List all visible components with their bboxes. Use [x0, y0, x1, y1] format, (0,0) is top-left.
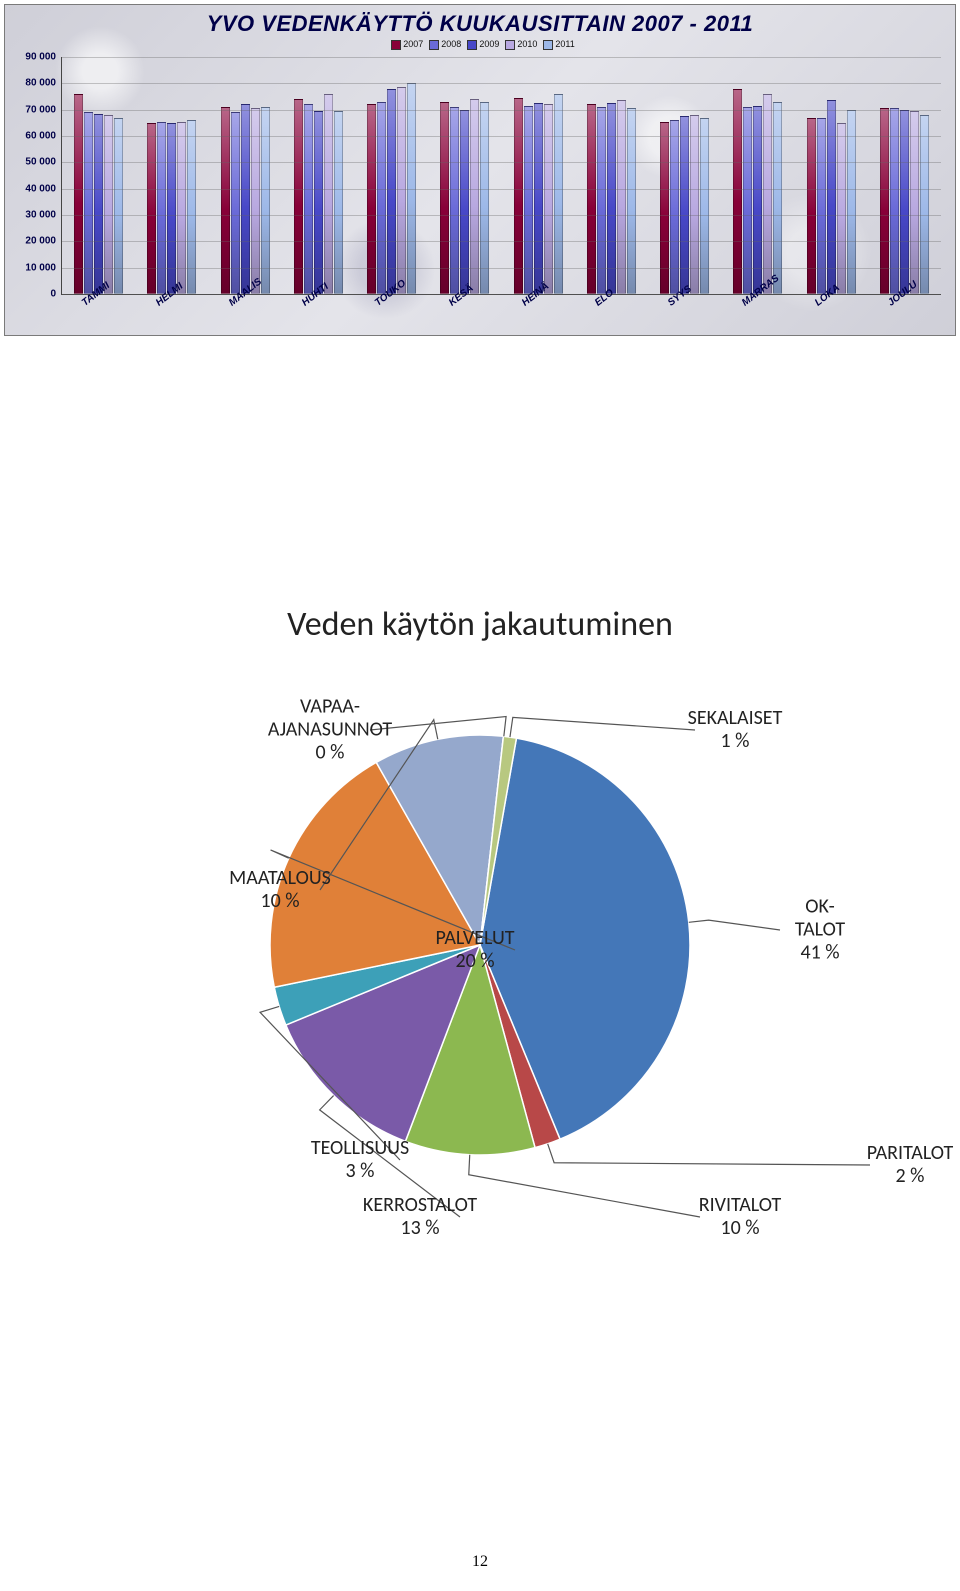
bar-chart-legend: 2007 2008 2009 2010 2011	[5, 39, 955, 50]
bar-chart-title: YVO VEDENKÄYTTÖ KUUKAUSITTAIN 2007 - 201…	[5, 11, 955, 37]
pie-stage: OK-TALOT41 %PARITALOT2 %RIVITALOT10 %KER…	[220, 665, 740, 1185]
bar	[514, 98, 523, 294]
bar	[241, 104, 250, 294]
bar	[827, 100, 836, 294]
pie-label: SEKALAISET1 %	[688, 707, 783, 753]
bar-group	[282, 57, 355, 294]
bar-group	[209, 57, 282, 294]
bar	[753, 106, 762, 294]
bar-plot-area: 010 00020 00030 00040 00050 00060 00070 …	[61, 57, 941, 295]
bar	[377, 102, 386, 294]
gridline	[62, 268, 941, 269]
bar	[910, 111, 919, 294]
bar	[847, 110, 856, 294]
y-axis-label: 50 000	[25, 157, 56, 168]
gridline	[62, 57, 941, 58]
bar-group	[795, 57, 868, 294]
gridline	[62, 162, 941, 163]
bar	[534, 103, 543, 294]
pie-label: RIVITALOT10 %	[699, 1194, 781, 1240]
y-axis-label: 60 000	[25, 130, 56, 141]
gridline	[62, 83, 941, 84]
legend-year: 2009	[479, 39, 499, 49]
y-axis-label: 80 000	[25, 78, 56, 89]
bar	[773, 102, 782, 294]
bar	[294, 99, 303, 294]
pie-label: MAATALOUS10 %	[229, 867, 331, 913]
bar	[460, 110, 469, 294]
bar	[334, 111, 343, 294]
leader-line	[548, 1144, 870, 1165]
bar-group	[355, 57, 428, 294]
bar-group	[721, 57, 794, 294]
legend-swatch	[467, 40, 477, 50]
leader-line	[689, 920, 780, 930]
y-axis-label: 30 000	[25, 209, 56, 220]
gridline	[62, 215, 941, 216]
legend-swatch	[429, 40, 439, 50]
legend-swatch	[505, 40, 515, 50]
y-axis-label: 0	[50, 289, 56, 300]
gridline	[62, 110, 941, 111]
bar	[524, 106, 533, 294]
bar	[587, 104, 596, 294]
legend-year: 2008	[441, 39, 461, 49]
legend-year: 2011	[555, 39, 574, 49]
pie-label: PARITALOT2 %	[867, 1142, 954, 1188]
pie-label: OK-TALOT41 %	[795, 896, 845, 965]
page-number: 12	[0, 1553, 960, 1571]
bar	[617, 100, 626, 294]
legend-swatch	[391, 40, 401, 50]
gridline	[62, 189, 941, 190]
legend-year: 2007	[403, 39, 423, 49]
bar-groups	[62, 57, 941, 294]
bar	[900, 110, 909, 294]
gridline	[62, 136, 941, 137]
leader-line	[510, 717, 695, 737]
pie-label: PALVELUT20 %	[435, 927, 514, 973]
gridline	[62, 241, 941, 242]
pie-label: KERROSTALOT13 %	[363, 1194, 477, 1240]
legend-year: 2010	[517, 39, 537, 49]
pie-label: TEOLLISUUS3 %	[311, 1137, 409, 1183]
pie-label: VAPAA-AJANASUNNOT0 %	[268, 696, 392, 765]
bar	[397, 87, 406, 294]
y-axis-label: 10 000	[25, 262, 56, 273]
bar-group	[868, 57, 941, 294]
bar	[387, 89, 396, 294]
y-axis-label: 20 000	[25, 236, 56, 247]
bar	[480, 102, 489, 294]
bar	[304, 104, 313, 294]
bar	[324, 94, 333, 294]
bar-group	[428, 57, 501, 294]
legend-swatch	[543, 40, 553, 50]
bar-group	[135, 57, 208, 294]
bar	[544, 104, 553, 294]
bar	[554, 94, 563, 294]
bar	[367, 104, 376, 294]
bar-group	[62, 57, 135, 294]
bar	[440, 102, 449, 294]
bar	[763, 94, 772, 294]
y-axis-label: 70 000	[25, 104, 56, 115]
y-axis-label: 40 000	[25, 183, 56, 194]
bar-group	[575, 57, 648, 294]
bar-group	[502, 57, 575, 294]
bar	[733, 89, 742, 294]
y-axis-label: 90 000	[25, 52, 56, 63]
pie-chart: Veden käytön jakautuminen OK-TALOT41 %PA…	[0, 596, 960, 1356]
bar	[74, 94, 83, 294]
bar-chart: YVO VEDENKÄYTTÖ KUUKAUSITTAIN 2007 - 201…	[4, 4, 956, 336]
gridline	[62, 294, 941, 295]
bar	[607, 103, 616, 294]
bar-group	[648, 57, 721, 294]
bar	[470, 99, 479, 294]
bar	[314, 111, 323, 294]
